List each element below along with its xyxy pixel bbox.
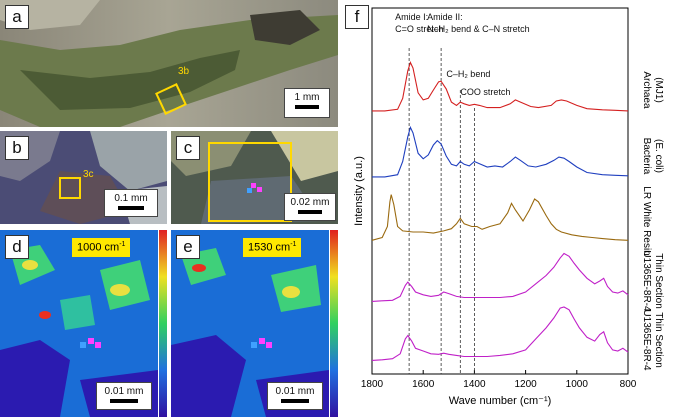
spectrum-line [371, 194, 629, 241]
scale-bar-d: 0.01 mm [96, 382, 152, 410]
x-tick-label: 1800 [361, 379, 384, 390]
y-axis-label: Intensity (a.u.) [353, 156, 365, 226]
wavenumber-label-e: 1530 cm-1 [243, 238, 302, 257]
panel-letter-f: f [345, 5, 369, 29]
series-label: U1365E-8R-4 Thin Section [641, 250, 664, 312]
plot-frame [371, 7, 629, 375]
spectrum-line [372, 60, 629, 112]
scale-bar-e: 0.01 mm [267, 382, 323, 410]
spectrum-line [371, 252, 629, 302]
scale-bar-a: 1 mm [284, 88, 330, 118]
band-annotation-line1: Amide I: [395, 12, 428, 22]
band-annotation-line1: Amide II: [427, 12, 463, 22]
x-tick-label: 800 [620, 379, 637, 390]
band-annotation-line1: COO stretch [460, 87, 510, 97]
micrograph-a [0, 0, 338, 127]
x-axis-label: Wave number (cm⁻¹) [449, 395, 552, 407]
series-label-line2: Thin Section [653, 312, 664, 368]
scale-label-b: 0.1 mm [114, 193, 148, 204]
panel-letter-e: e [176, 235, 200, 259]
band-annotation-line1: C–H₂ bend [446, 69, 490, 79]
series-label-line2: (MJ1) [653, 77, 664, 103]
series-label-line1: Bacteria [641, 138, 652, 175]
scale-bar-b: 0.1 mm [104, 189, 158, 217]
spectrum-line [371, 306, 629, 361]
scale-label-e: 0.01 mm [275, 386, 315, 397]
panel-b-image: b 3c 0.1 mm [0, 131, 167, 224]
series-label-line1: Archaea [641, 71, 652, 109]
colorbar-e [330, 230, 338, 417]
band-annotation-line2: N–H₂ bend & C–N stretch [427, 24, 530, 34]
panel-e-map: e 1530 cm-1 0.01 mm [171, 230, 338, 417]
callout-3c: 3c [83, 169, 94, 180]
series-label: LR White Resin [641, 186, 652, 255]
callout-3b: 3b [178, 66, 190, 77]
band-annotation-line2: C=O stretch [395, 24, 443, 34]
spectrum-line [372, 125, 629, 178]
panel-letter-d: d [5, 235, 29, 259]
scale-label-c: 0.02 mm [290, 197, 330, 208]
series-label-line2: (E. coli) [653, 139, 664, 173]
series-label-line1: U1365E-8R-4 [641, 309, 652, 371]
panel-a-image: a 3b 1 mm [0, 0, 338, 127]
region-box-c [208, 142, 292, 222]
region-box-3b [155, 83, 187, 115]
series-label-line2: Thin Section [653, 253, 664, 309]
scale-label-d: 0.01 mm [104, 386, 144, 397]
series-label-line1: LR White Resin [641, 186, 652, 255]
panel-d-map: d 1000 cm-1 0.01 mm [0, 230, 167, 417]
ftir-spectra-chart: 1800 1600 1400 1200 1000 800 Wave number (cm⁻¹… [353, 7, 664, 407]
x-tick-label: 1400 [463, 379, 486, 390]
x-tick-label: 1200 [514, 379, 537, 390]
series-label: U1365E-8R-4 Thin Section [641, 309, 664, 371]
series-label: Archaea (MJ1) [641, 71, 664, 109]
region-box-3c [59, 177, 81, 199]
series-label-line1: U1365E-8R-4 [641, 250, 652, 312]
panel-letter-b: b [5, 136, 29, 160]
panel-letter-c: c [176, 136, 200, 160]
series-label: Bacteria (E. coli) [641, 138, 664, 175]
panel-c-image: c 0.02 mm [171, 131, 338, 224]
x-tick-label: 1600 [412, 379, 435, 390]
x-tick-label: 1000 [566, 379, 589, 390]
panel-letter-a: a [5, 5, 29, 29]
wavenumber-label-d: 1000 cm-1 [72, 238, 131, 257]
scale-bar-c: 0.02 mm [284, 193, 336, 221]
colorbar-d [159, 230, 167, 417]
scale-label-a: 1 mm [294, 92, 320, 103]
